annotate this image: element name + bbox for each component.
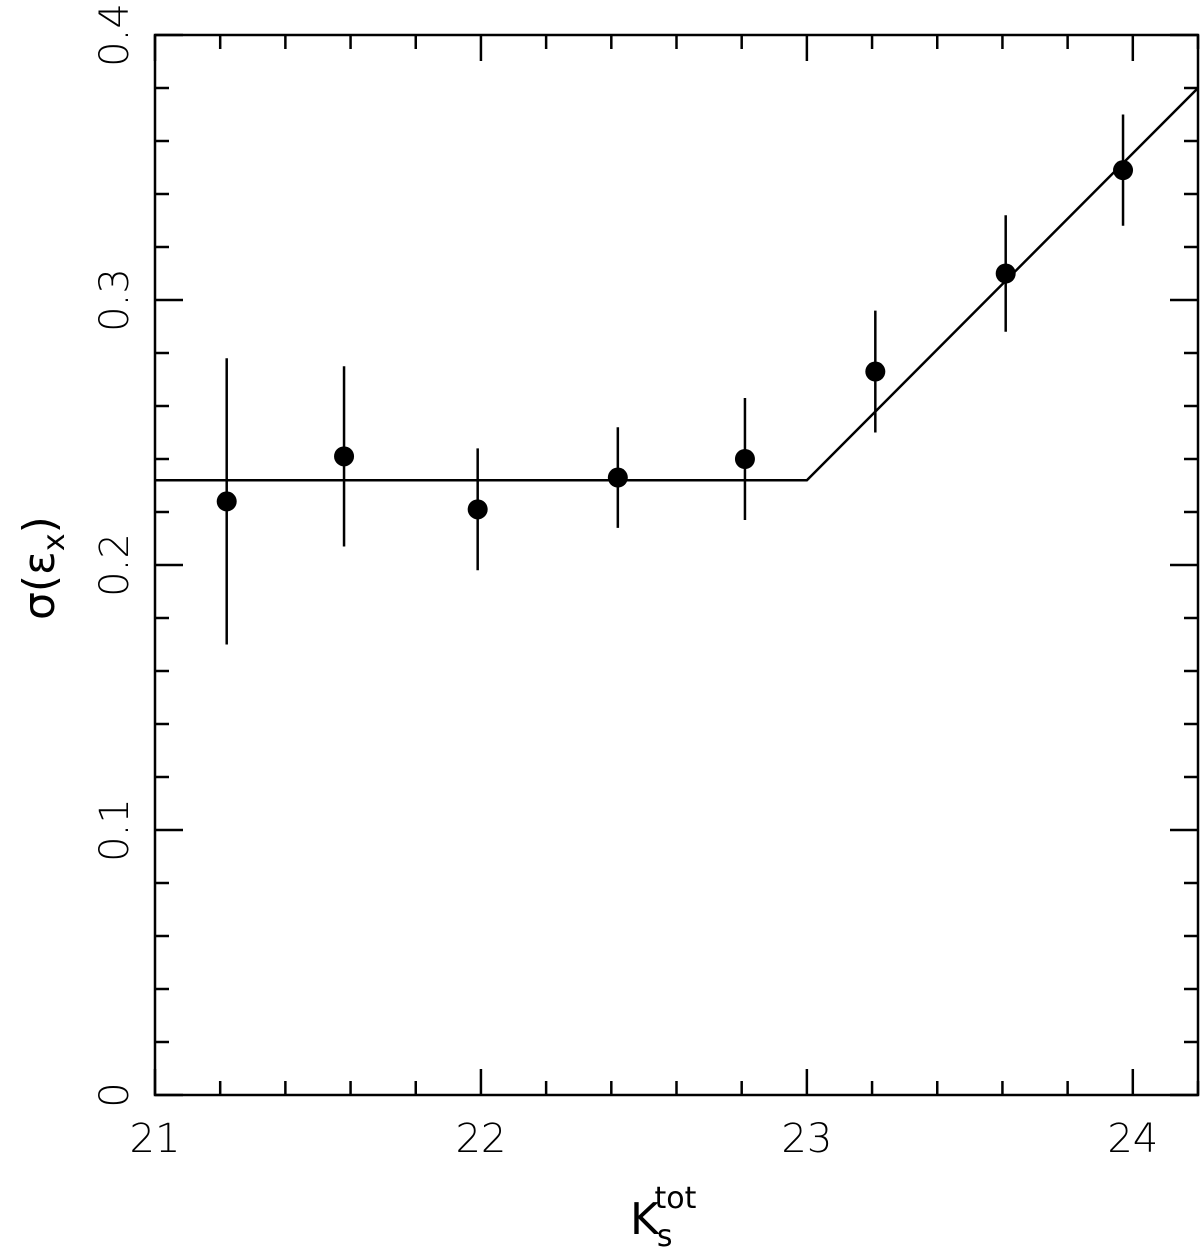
- model-line: [155, 87, 1199, 482]
- data-point: [334, 446, 355, 467]
- ticks-group: [153, 33, 1200, 1097]
- x-axis-title-sup: tot: [655, 1181, 697, 1216]
- x-tick-label: 22: [455, 1116, 506, 1162]
- data-points-group: [216, 114, 1134, 645]
- y-axis-title: σ(εx): [14, 516, 72, 620]
- data-point: [607, 467, 628, 488]
- tick-labels-group: 21 22 23 24 0 0.1 0.2 0.3 0.4: [92, 3, 1158, 1162]
- y-tick-label: 0.2: [92, 533, 138, 597]
- y-tick-label: 0.4: [92, 3, 138, 67]
- x-axis-title-main: K: [630, 1194, 660, 1245]
- x-tick-label: 24: [1107, 1116, 1158, 1162]
- y-tick-label: 0.1: [92, 798, 138, 862]
- y-axis-title-main: ε: [14, 551, 65, 575]
- data-point: [1113, 160, 1134, 181]
- x-axis-title: Kstot: [630, 1181, 697, 1251]
- x-tick-label: 23: [781, 1116, 832, 1162]
- x-axis-title-sub: s: [657, 1219, 673, 1251]
- data-point: [995, 263, 1016, 284]
- y-tick-label: 0.3: [92, 268, 138, 332]
- y-tick-label: 0: [92, 1082, 138, 1107]
- data-point: [734, 449, 755, 469]
- data-point: [467, 499, 488, 520]
- x-tick-label: 21: [130, 1116, 181, 1162]
- y-axis-title-sub: x: [37, 533, 72, 551]
- data-point: [216, 491, 237, 512]
- data-point: [865, 361, 886, 382]
- plot-frame: [153, 33, 1200, 1097]
- y-axis-title-post: ): [14, 516, 65, 533]
- y-axis-title-pre: σ(: [14, 575, 65, 620]
